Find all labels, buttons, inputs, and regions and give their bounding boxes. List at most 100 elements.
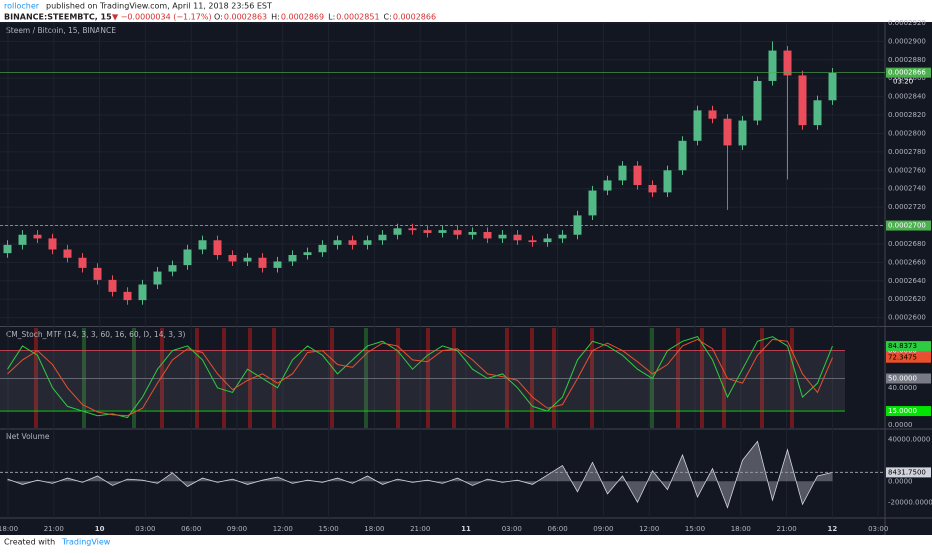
candle-body [258, 257, 267, 268]
x-tick-label: 06:00 [181, 525, 201, 533]
candle-body [363, 240, 372, 245]
y-tick-label: 0.0002740 [888, 185, 926, 193]
level-label-box [886, 373, 931, 384]
last-value-label-box [886, 467, 931, 478]
candle-body [333, 240, 342, 245]
candle-body [723, 118, 732, 146]
y-tick-label: 0.0002860 [888, 74, 926, 82]
candle-body [183, 249, 192, 266]
candle-body [708, 110, 717, 119]
x-tick-label: 21:00 [44, 525, 64, 533]
last-value: 72.3475 [888, 354, 917, 362]
candle-body [588, 190, 597, 216]
candle-body [213, 240, 222, 256]
symbol: BINANCE:STEEMBTC, 15 [4, 13, 112, 22]
volume-line [7, 440, 833, 509]
y-tick-label: 0.0002900 [888, 37, 926, 45]
y-tick-label: 0.0002760 [888, 166, 926, 174]
ohlc-value: 0.0002869 [281, 13, 324, 22]
x-tick-label: 03:00 [135, 525, 155, 533]
candle-body [648, 185, 657, 193]
y-tick-label: 0.0002780 [888, 148, 926, 156]
x-tick-label: 18:00 [731, 525, 751, 533]
candle-body [393, 228, 402, 235]
candle-body [543, 238, 552, 243]
x-tick-label: 03:00 [868, 525, 888, 533]
y-tick-label: 0.0002600 [888, 314, 926, 322]
current-price-label-box [886, 67, 931, 78]
ohlc-value: 0.0002866 [393, 13, 436, 22]
indicator-title: Net Volume [6, 432, 50, 441]
candle-body [408, 228, 417, 231]
level-label-box [886, 406, 931, 417]
stoch-line [7, 336, 833, 419]
x-tick-label: 15:00 [319, 525, 339, 533]
candle-body [498, 234, 507, 239]
candle-body [693, 110, 702, 141]
y-tick-label: 0.0002720 [888, 203, 926, 211]
x-tick-label: 12:00 [273, 525, 293, 533]
level-label: 50.0000 [888, 375, 917, 383]
last-value-box [886, 341, 931, 352]
x-tick-label: 12:00 [639, 525, 659, 533]
x-tick-label: 03:00 [502, 525, 522, 533]
x-tick-label: 15:00 [685, 525, 705, 533]
y-tick-label: 0.0002640 [888, 277, 926, 285]
y-tick-label: 0.0002840 [888, 93, 926, 101]
candle-body [273, 261, 282, 268]
candle-body [123, 291, 132, 301]
candle-body [558, 234, 567, 239]
x-tick-label: 21:00 [777, 525, 797, 533]
candle-body [483, 231, 492, 239]
x-tick-label: 21:00 [410, 525, 430, 533]
x-tick-label: 18:00 [364, 525, 384, 533]
candle-body [138, 284, 147, 301]
y-tick-label: 0.0002680 [888, 240, 926, 248]
candle-body [78, 257, 87, 268]
candle-body [303, 252, 312, 256]
last-value-box [886, 352, 931, 363]
candle-body [423, 230, 432, 233]
x-tick-label: 09:00 [593, 525, 613, 533]
candle-body [378, 234, 387, 241]
candle-body [468, 231, 477, 235]
candle-body [678, 140, 687, 171]
y-tick-label: 0.0002660 [888, 258, 926, 266]
candle-body [63, 249, 72, 258]
candle-body [3, 244, 12, 254]
candle-body [603, 180, 612, 191]
level-label-box [886, 220, 931, 231]
y-tick-label: 0.0002920 [888, 19, 926, 27]
x-tick-label: 12 [828, 525, 838, 533]
x-tick-label: 18:00 [0, 525, 18, 533]
candle-body [228, 255, 237, 262]
candle-body [513, 234, 522, 241]
candle-body [348, 240, 357, 245]
x-tick-label: 06:00 [548, 525, 568, 533]
candle-body [153, 271, 162, 285]
candle-body [168, 265, 177, 272]
y-tick-label: 0.0000 [888, 421, 913, 429]
signal-bands [34, 328, 794, 428]
author[interactable]: rollocher [4, 2, 40, 11]
stoch-line [7, 338, 833, 417]
last-value-label: 8431.7500 [888, 468, 926, 476]
footer-brand[interactable]: TradingView [61, 538, 111, 547]
current-price-label: 0.0002866 [888, 69, 926, 77]
candle-body [813, 100, 822, 126]
candle-body [828, 72, 837, 101]
chart-title: Steem / Bitcoin, 15, BINANCE [6, 26, 116, 35]
ohlc-value: 0.0002863 [224, 13, 267, 22]
candle-body [48, 238, 57, 250]
candle-body [783, 50, 792, 76]
last-value: 84.8373 [888, 342, 917, 350]
candle-body [438, 230, 447, 233]
countdown: 03:20 [893, 78, 913, 86]
indicator-title: CM_Stoch_MTF (14, 3, 3, 60, 16, 60, D, 1… [6, 330, 186, 339]
candle-body [33, 234, 42, 239]
candle-body [618, 165, 627, 181]
y-tick-label: 40000.0000 [888, 435, 930, 443]
y-tick-label: 0.0002620 [888, 295, 926, 303]
y-tick-label: 0.0002800 [888, 129, 926, 137]
candle-body [573, 215, 582, 235]
